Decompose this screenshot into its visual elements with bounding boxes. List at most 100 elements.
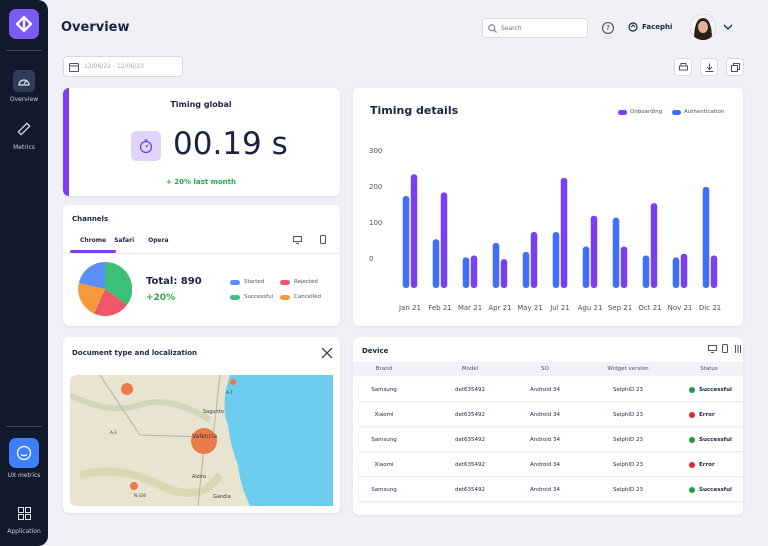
bar-onboarding[interactable] [620,246,628,288]
channels-total: Total: 890 [146,276,202,287]
cell-so: Android 34 [529,412,560,418]
cell-brand: Samsung [371,387,397,393]
bar-onboarding[interactable] [410,174,418,288]
smiley-icon [9,438,39,468]
copy-button[interactable] [726,58,744,76]
bar-authentication[interactable] [402,195,410,288]
cell-widget: SelphID 23 [613,412,643,418]
bar-onboarding[interactable] [710,255,718,288]
map-cluster-marker[interactable] [230,379,236,385]
org-switcher[interactable]: Facephi [628,22,672,32]
close-icon[interactable] [321,347,333,359]
app-logo[interactable] [9,9,39,39]
date-range-picker[interactable]: 12/06/22 - 12/06/23 [63,56,183,77]
cell-status: Successful [689,437,743,443]
bar-authentication[interactable] [612,217,620,288]
legend-label: Authentication [684,109,725,115]
printer-icon [678,62,688,70]
tab-chrome[interactable]: Chrome [80,237,107,244]
desktop-icon[interactable] [708,345,717,353]
bar-authentication[interactable] [522,251,530,288]
legend-swatch [230,294,240,300]
avatar[interactable] [690,14,716,40]
sidebar-divider-bottom [6,426,42,427]
column-header-so[interactable]: SO [541,366,549,372]
table-row[interactable]: Xiaomi det635492 Android 34 SelphID 23 E… [359,405,743,426]
status-dot [689,487,695,493]
bar-onboarding[interactable] [590,215,598,288]
column-header-status[interactable]: Status [700,366,718,372]
legend-successful: Successful [230,294,273,300]
columns-settings-icon[interactable] [734,345,742,353]
device-card: Device Brand Model SO Widget version Sta… [353,337,743,515]
download-button[interactable] [700,58,718,76]
bar-authentication[interactable] [492,242,500,288]
x-tick-label: Jan 21 [398,304,421,312]
status-label: Error [699,462,715,468]
table-row[interactable]: Samsung det635492 Android 34 SelphID 23 … [359,380,743,401]
mobile-icon[interactable] [320,235,326,244]
map-cluster-marker[interactable] [121,383,133,395]
bar-authentication[interactable] [462,257,470,288]
cell-widget: SelphID 23 [613,387,643,393]
legend-swatch [672,109,681,115]
map-label-road: A-7 [226,390,233,395]
column-header-brand[interactable]: Brand [375,366,393,372]
tab-opera[interactable]: Opera [148,237,169,244]
table-row[interactable]: Samsung det635492 Android 34 SelphID 23 … [359,480,743,501]
status-label: Successful [699,437,732,443]
cell-status: Successful [689,487,743,493]
status-dot [689,462,695,468]
y-tick-label: 300 [369,147,382,155]
sidebar-item-overview[interactable]: Overview [0,70,48,103]
chevron-down-icon[interactable] [723,23,733,31]
device-table-header: Brand Model SO Widget version Status [353,362,743,376]
sidebar-item-metrics[interactable]: Metrics [0,118,48,151]
calendar-icon [69,62,79,72]
map-cluster-marker[interactable] [191,428,217,454]
bar-authentication[interactable] [642,255,650,288]
tab-safari[interactable]: Safari [114,237,135,244]
map-road [99,375,206,438]
document-map-title: Document type and localization [72,349,198,357]
bar-authentication[interactable] [702,186,710,288]
org-name: Facephi [642,23,673,31]
bar-authentication[interactable] [552,232,560,288]
sidebar-label-metrics: Metrics [13,144,35,151]
desktop-icon[interactable] [293,236,302,244]
sidebar-item-ux-metrics[interactable]: UX metrics [0,438,48,479]
facephi-brand-icon [628,22,638,32]
bar-onboarding[interactable] [650,203,658,288]
cell-widget: SelphID 23 [613,462,643,468]
table-row[interactable]: Xiaomi det635492 Android 34 SelphID 23 E… [359,455,743,476]
column-header-widget-version[interactable]: Widget version [607,366,649,372]
bar-onboarding[interactable] [560,177,568,288]
help-icon[interactable]: ? [602,22,614,34]
ruler-icon [13,118,35,140]
map-cluster-marker[interactable] [130,482,138,490]
legend-label: Cancelled [294,294,322,300]
bar-onboarding[interactable] [440,192,448,288]
cell-status: Error [689,412,743,418]
column-header-model[interactable]: Model [461,366,479,372]
y-tick-label: 100 [369,219,382,227]
search-box[interactable] [482,18,588,38]
legend-label: Successful [244,294,274,300]
map-view[interactable]: Sagunto Valencia Alzira Gandia A-7 N-330… [70,375,333,506]
bar-authentication[interactable] [582,246,590,288]
cell-so: Android 34 [529,462,560,468]
search-input[interactable] [501,24,581,32]
bar-authentication[interactable] [432,239,440,288]
bar-onboarding[interactable] [680,253,688,288]
table-row[interactable]: Samsung det635492 Android 34 SelphID 23 … [359,430,743,451]
bar-onboarding[interactable] [470,255,478,288]
x-tick-label: Agu 21 [578,304,603,312]
channels-pie-chart [78,262,132,316]
bar-onboarding[interactable] [530,232,538,288]
bar-onboarding[interactable] [500,259,508,288]
sidebar-item-application[interactable]: Application [0,502,48,535]
mobile-icon[interactable] [722,344,728,353]
bar-authentication[interactable] [672,257,680,288]
print-button[interactable] [674,58,692,76]
map-label-sagunto: Sagunto [203,409,224,415]
